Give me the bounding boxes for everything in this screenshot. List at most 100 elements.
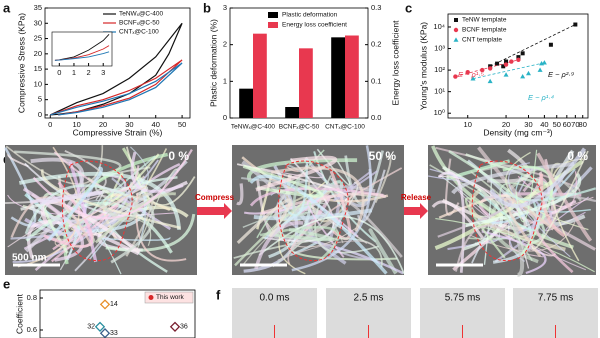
y-tick-label: 0.0 (371, 113, 381, 122)
panel-letter: f (216, 287, 221, 302)
point (503, 72, 509, 77)
fit-line (455, 59, 519, 77)
x-tick-label: 50 (553, 120, 561, 129)
fiber (110, 153, 160, 202)
fiber (347, 181, 359, 206)
highlight-outline (277, 160, 349, 262)
fiber (503, 197, 555, 258)
inset-curve (54, 51, 110, 61)
point (573, 22, 578, 27)
fiber (465, 197, 506, 259)
y-tick-label: 10 (34, 79, 42, 88)
fiber (259, 226, 340, 262)
x-tick-label: 70 (571, 120, 579, 129)
plot-frame (39, 289, 196, 338)
fiber (261, 192, 387, 215)
highlight-outline (471, 160, 543, 262)
fiber (431, 200, 485, 240)
point (454, 18, 458, 22)
x-tick-label: 40 (152, 120, 160, 129)
point (516, 57, 521, 63)
stress-curve (50, 62, 183, 116)
bar (239, 88, 253, 118)
arrow-label: Compress (195, 193, 235, 202)
fit-annotation: E ~ ρ²·⁹ (548, 70, 574, 79)
fiber (25, 201, 173, 254)
point (453, 27, 459, 33)
fiber (94, 192, 177, 244)
legend-label: BCNF template (462, 27, 507, 34)
panel-letter: e (3, 276, 10, 291)
frame-time: 5.75 ms (445, 293, 481, 304)
frame-time: 0.0 ms (259, 293, 289, 304)
fit-line (489, 24, 576, 67)
strain-label: 0 % (168, 149, 189, 163)
legend-box (144, 291, 194, 304)
point (525, 70, 531, 76)
fiber (374, 155, 392, 204)
fiber (47, 166, 104, 242)
fiber (24, 184, 138, 235)
y-tick-label: 10⁰ (434, 108, 445, 117)
y-tick-label: 25 (34, 34, 42, 43)
point (99, 299, 111, 310)
y-tick-label: 35 (34, 3, 42, 12)
fiber (531, 150, 589, 250)
fiber (466, 159, 533, 264)
fiber (368, 228, 398, 275)
fiber (489, 147, 587, 208)
y-tick-label: 0.8 (27, 293, 37, 302)
plot-frame (44, 7, 191, 119)
fiber (292, 177, 308, 217)
fiber (270, 228, 335, 242)
fiber (17, 146, 80, 268)
fiber (236, 183, 244, 206)
y-tick-label: 10³ (434, 44, 445, 53)
fiber (465, 173, 582, 228)
fiber (435, 218, 595, 273)
point (465, 69, 470, 75)
point (516, 55, 521, 60)
x-tick-label: 3 (101, 68, 105, 77)
y-tick-label: 0.1 (371, 76, 381, 85)
fiber (242, 202, 331, 268)
fiber (105, 213, 196, 252)
fiber (43, 181, 94, 248)
legend-label: CNT template (462, 37, 502, 44)
fit-annotation: E ~ ρ¹·⁵ (458, 70, 484, 79)
y-axis-title: Plastic deformation (%) (208, 19, 218, 107)
fiber (527, 202, 554, 251)
y-axis-title: Coefficient (14, 293, 24, 334)
y-tick-label: 15 (34, 64, 42, 73)
x-tick-label: 80 (579, 120, 587, 129)
strain-label: 0 % (567, 149, 588, 163)
point (537, 67, 543, 72)
point (541, 60, 547, 65)
x-tick-label: 40 (540, 120, 548, 129)
fiber (236, 198, 292, 244)
legend-swatch (268, 12, 278, 18)
fiber (481, 230, 547, 275)
x-tick-label: 0 (57, 68, 61, 77)
y-tick-label: 1 (223, 76, 227, 85)
fiber (478, 191, 540, 231)
y-tick-label: 10⁴ (433, 22, 445, 31)
bar (253, 33, 267, 118)
fiber (255, 155, 338, 192)
point (509, 59, 514, 64)
fiber (505, 187, 597, 202)
y-tick-label: 10² (434, 65, 445, 74)
y-tick-label: 0.3 (371, 3, 381, 12)
y-axis-title: Young's modulus (KPa) (418, 22, 428, 110)
arrow (404, 203, 428, 219)
fiber (446, 159, 511, 181)
fiber (291, 145, 372, 272)
fiber (535, 220, 574, 274)
fiber (99, 236, 171, 241)
y-tick-label: 2 (223, 40, 227, 49)
fiber (110, 201, 155, 264)
fiber (236, 163, 349, 202)
point (94, 321, 106, 332)
fiber (454, 224, 505, 272)
